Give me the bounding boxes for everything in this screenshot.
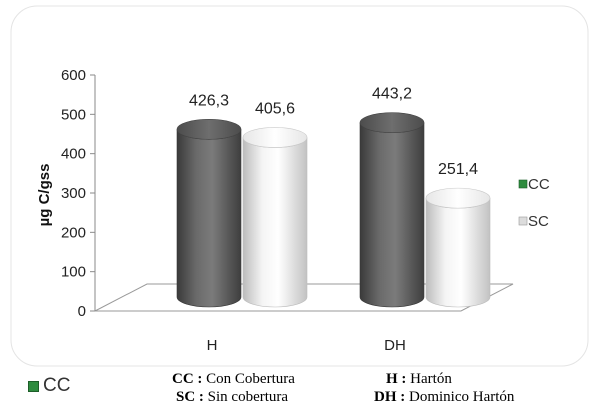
bar-top xyxy=(359,112,425,133)
x-tick-label: H xyxy=(207,337,218,354)
bottom-legend-label: CC xyxy=(43,375,71,396)
data-label: 251,4 xyxy=(438,161,478,178)
bars xyxy=(176,112,491,308)
bar-cc-h xyxy=(176,119,242,308)
legend: CC SC xyxy=(518,176,550,230)
bottom-legend: CC xyxy=(28,375,70,397)
x-tick-label: DH xyxy=(384,337,406,354)
note-dh: DH : Dominico Hartón xyxy=(374,389,515,405)
x-ticks: H DH xyxy=(207,337,406,354)
abbreviation-notes: CC : Con Cobertura H : Hartón SC : Sin c… xyxy=(172,370,584,406)
y-axis-title: µg C/gss xyxy=(36,164,53,227)
bar-top xyxy=(176,119,242,140)
data-label: 426,3 xyxy=(189,92,229,109)
legend-label-cc: CC xyxy=(528,176,550,193)
note-sc: SC : Sin cobertura xyxy=(176,389,289,405)
data-label: 405,6 xyxy=(255,100,295,117)
bar-top xyxy=(242,127,308,148)
note-row: CC : Con Cobertura H : Hartón xyxy=(172,370,584,388)
y-tick-label: 100 xyxy=(61,264,86,281)
legend-swatch-cc xyxy=(518,179,528,189)
y-ticks: 0 100 200 300 400 500 600 xyxy=(61,67,95,320)
legend-label-sc: SC xyxy=(528,213,549,230)
bar-body xyxy=(176,129,242,308)
bottom-legend-swatch xyxy=(28,380,39,392)
bar-sc-h xyxy=(242,127,308,308)
bar-top xyxy=(425,187,491,209)
data-labels: 426,3 405,6 443,2 251,4 xyxy=(189,86,478,178)
bar-cc-dh xyxy=(359,112,425,308)
y-tick-label: 500 xyxy=(61,106,86,123)
data-label: 443,2 xyxy=(372,86,412,103)
y-tick-label: 400 xyxy=(61,146,86,163)
bar-body xyxy=(242,137,308,308)
legend-swatch-sc xyxy=(518,216,528,226)
chart: 0 100 200 300 400 500 600 426,3 405,6 443,2 251,4… xyxy=(10,5,589,367)
bar-body xyxy=(425,198,491,308)
y-tick-label: 0 xyxy=(78,303,86,320)
y-tick-label: 200 xyxy=(61,224,86,241)
note-cc: CC : Con Cobertura xyxy=(172,371,295,387)
y-tick-label: 600 xyxy=(61,67,86,84)
note-row: SC : Sin cobertura DH : Dominico Hartón xyxy=(172,388,584,406)
note-h: H : Hartón xyxy=(386,371,452,387)
bar-body xyxy=(359,122,425,308)
y-tick-label: 300 xyxy=(61,185,86,202)
bar-sc-dh xyxy=(425,187,491,308)
